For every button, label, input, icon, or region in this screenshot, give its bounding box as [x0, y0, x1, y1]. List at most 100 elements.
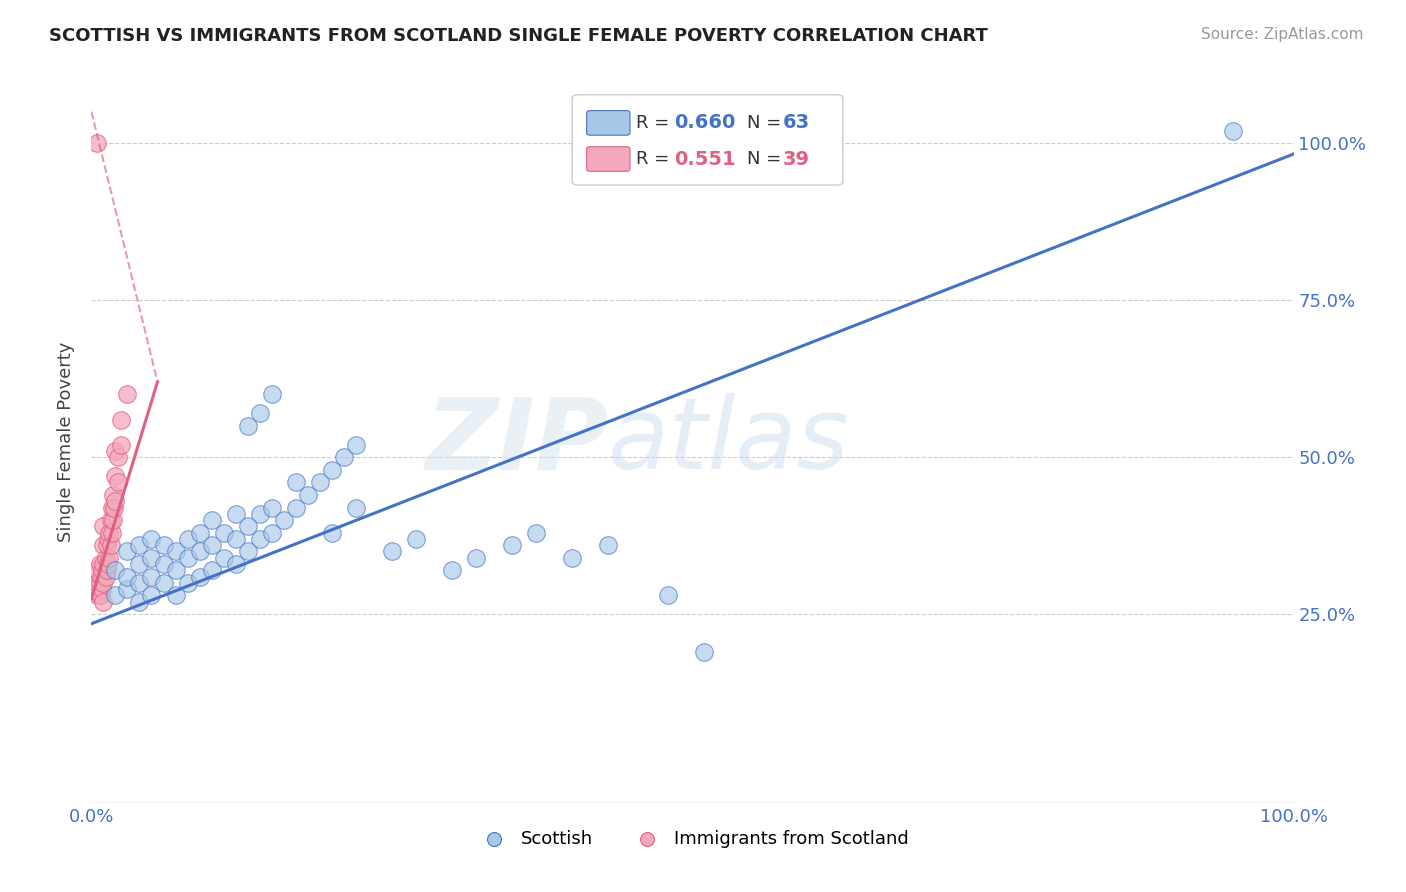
- Point: [101, 525, 124, 540]
- Point: [141, 550, 163, 565]
- Point: [176, 532, 198, 546]
- Point: [104, 444, 127, 458]
- Point: [308, 475, 330, 490]
- Point: [107, 450, 129, 465]
- Text: N =: N =: [747, 150, 786, 168]
- Point: [176, 575, 198, 590]
- FancyBboxPatch shape: [586, 111, 630, 136]
- Point: [225, 507, 247, 521]
- Point: [101, 488, 124, 502]
- Point: [524, 525, 547, 540]
- Point: [212, 525, 235, 540]
- Point: [128, 557, 150, 571]
- Point: [236, 519, 259, 533]
- Point: [97, 557, 120, 571]
- Point: [86, 136, 108, 150]
- Legend: Scottish, Immigrants from Scotland: Scottish, Immigrants from Scotland: [468, 822, 917, 855]
- Point: [598, 538, 620, 552]
- Point: [440, 563, 463, 577]
- Point: [141, 532, 163, 546]
- Point: [225, 557, 247, 571]
- Point: [101, 500, 124, 515]
- Point: [101, 513, 124, 527]
- Point: [110, 412, 132, 426]
- Point: [128, 538, 150, 552]
- Point: [152, 557, 174, 571]
- Point: [1222, 123, 1244, 137]
- Text: 39: 39: [783, 150, 810, 169]
- Point: [344, 438, 367, 452]
- Text: R =: R =: [636, 114, 675, 132]
- Point: [86, 563, 108, 577]
- Point: [89, 557, 111, 571]
- Text: Source: ZipAtlas.com: Source: ZipAtlas.com: [1201, 27, 1364, 42]
- Point: [152, 575, 174, 590]
- Point: [176, 550, 198, 565]
- Point: [273, 513, 295, 527]
- Point: [201, 563, 224, 577]
- FancyBboxPatch shape: [586, 147, 630, 171]
- Point: [93, 595, 115, 609]
- Point: [260, 525, 283, 540]
- Point: [260, 387, 283, 401]
- Point: [93, 557, 115, 571]
- Point: [249, 406, 271, 420]
- Point: [249, 532, 271, 546]
- Point: [117, 387, 139, 401]
- Point: [260, 500, 283, 515]
- Point: [141, 569, 163, 583]
- Point: [117, 582, 139, 597]
- Point: [284, 500, 307, 515]
- Point: [89, 575, 111, 590]
- Point: [104, 589, 127, 603]
- Point: [212, 550, 235, 565]
- Point: [321, 525, 343, 540]
- Point: [98, 525, 121, 540]
- Point: [405, 532, 427, 546]
- Text: 0.660: 0.660: [675, 113, 735, 132]
- Point: [165, 544, 187, 558]
- Point: [333, 450, 356, 465]
- Point: [93, 519, 115, 533]
- Text: 0.551: 0.551: [675, 150, 737, 169]
- Point: [128, 595, 150, 609]
- Text: N =: N =: [747, 114, 786, 132]
- Point: [693, 645, 716, 659]
- Text: ZIP: ZIP: [425, 393, 609, 490]
- Point: [141, 589, 163, 603]
- Point: [91, 582, 114, 597]
- Point: [249, 507, 271, 521]
- Point: [188, 569, 211, 583]
- Point: [103, 500, 125, 515]
- Point: [104, 469, 127, 483]
- Text: SCOTTISH VS IMMIGRANTS FROM SCOTLAND SINGLE FEMALE POVERTY CORRELATION CHART: SCOTTISH VS IMMIGRANTS FROM SCOTLAND SIN…: [49, 27, 988, 45]
- Point: [94, 569, 117, 583]
- Point: [93, 538, 115, 552]
- Point: [117, 569, 139, 583]
- Point: [284, 475, 307, 490]
- Point: [201, 513, 224, 527]
- Point: [344, 500, 367, 515]
- Point: [91, 563, 114, 577]
- FancyBboxPatch shape: [572, 95, 842, 185]
- Point: [86, 575, 108, 590]
- Point: [93, 575, 115, 590]
- Point: [225, 532, 247, 546]
- Text: 63: 63: [783, 113, 810, 132]
- Point: [236, 544, 259, 558]
- Point: [321, 463, 343, 477]
- Point: [501, 538, 523, 552]
- Point: [165, 563, 187, 577]
- Point: [657, 589, 679, 603]
- Point: [100, 538, 122, 552]
- Point: [90, 569, 112, 583]
- Y-axis label: Single Female Poverty: Single Female Poverty: [58, 342, 76, 541]
- Point: [236, 418, 259, 433]
- Point: [107, 475, 129, 490]
- Point: [117, 544, 139, 558]
- Point: [94, 550, 117, 565]
- Point: [86, 589, 108, 603]
- Point: [104, 494, 127, 508]
- Point: [90, 589, 112, 603]
- Point: [96, 538, 118, 552]
